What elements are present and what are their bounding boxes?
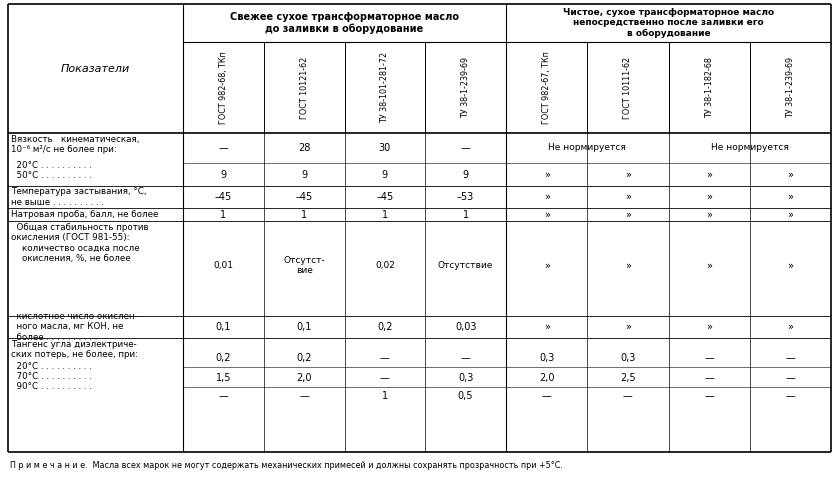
Text: —: —	[461, 143, 471, 153]
Text: 0,1: 0,1	[296, 322, 312, 332]
Text: —: —	[785, 353, 795, 363]
Text: ГОСТ 982-67, ТКп: ГОСТ 982-67, ТКп	[542, 51, 551, 124]
Text: »: »	[625, 261, 631, 270]
Text: 0,3: 0,3	[458, 373, 473, 383]
Text: 90°С . . . . . . . . . .: 90°С . . . . . . . . . .	[11, 382, 92, 391]
Text: Не нормируется: Не нормируется	[711, 144, 789, 152]
Text: 0,5: 0,5	[458, 391, 473, 401]
Text: ГОСТ 10111-62: ГОСТ 10111-62	[623, 56, 633, 118]
Text: 0,2: 0,2	[296, 353, 312, 363]
Text: »: »	[788, 261, 794, 270]
Text: –45: –45	[215, 192, 232, 202]
Text: »: »	[544, 322, 550, 332]
Text: »: »	[706, 209, 712, 220]
Text: кислотное число окислен-
  ного масла, мг КОН, не
  более . . . . . . . . . .: кислотное число окислен- ного масла, мг …	[11, 312, 138, 342]
Text: 1,5: 1,5	[216, 373, 231, 383]
Text: —: —	[542, 391, 551, 401]
Text: 20°С . . . . . . . . . .: 20°С . . . . . . . . . .	[11, 362, 92, 371]
Text: Отсутствие: Отсутствие	[438, 261, 493, 270]
Text: Показатели: Показатели	[61, 63, 130, 74]
Text: 0,02: 0,02	[375, 261, 395, 270]
Text: »: »	[625, 322, 631, 332]
Text: 9: 9	[462, 169, 469, 180]
Text: 2,5: 2,5	[620, 373, 636, 383]
Text: »: »	[625, 169, 631, 180]
Text: —: —	[300, 391, 309, 401]
Text: 2,0: 2,0	[296, 373, 312, 383]
Text: —: —	[704, 391, 714, 401]
Text: —: —	[623, 391, 633, 401]
Text: 28: 28	[298, 143, 310, 153]
Text: »: »	[706, 169, 712, 180]
Text: —: —	[218, 391, 228, 401]
Text: »: »	[788, 209, 794, 220]
Text: Не нормируется: Не нормируется	[549, 144, 626, 152]
Text: –45: –45	[376, 192, 393, 202]
Text: 0,2: 0,2	[216, 353, 231, 363]
Text: ГОСТ 10121-62: ГОСТ 10121-62	[300, 56, 309, 119]
Text: 2,0: 2,0	[539, 373, 555, 383]
Text: »: »	[706, 261, 712, 270]
Text: »: »	[544, 169, 550, 180]
Text: —: —	[380, 373, 390, 383]
Text: ГОСТ 982-68, ТКп: ГОСТ 982-68, ТКп	[219, 51, 228, 124]
Text: 1: 1	[301, 209, 307, 220]
Text: »: »	[544, 261, 550, 270]
Text: ТУ 38-1-239-69: ТУ 38-1-239-69	[461, 57, 470, 118]
Text: ТУ 38-1-182-68: ТУ 38-1-182-68	[705, 57, 714, 118]
Text: –53: –53	[457, 192, 474, 202]
Text: 0,03: 0,03	[455, 322, 477, 332]
Text: 20°С . . . . . . . . . .: 20°С . . . . . . . . . .	[11, 161, 92, 170]
Text: 0,3: 0,3	[539, 353, 555, 363]
Text: 9: 9	[382, 169, 388, 180]
Text: »: »	[788, 192, 794, 202]
Text: »: »	[706, 192, 712, 202]
Text: —: —	[461, 353, 471, 363]
Text: —: —	[704, 373, 714, 383]
Text: »: »	[544, 192, 550, 202]
Text: —: —	[785, 391, 795, 401]
Text: »: »	[788, 169, 794, 180]
Text: 1: 1	[221, 209, 227, 220]
Text: ТУ 38-101-281-72: ТУ 38-101-281-72	[380, 52, 389, 123]
Text: 0,2: 0,2	[377, 322, 393, 332]
Text: —: —	[218, 143, 228, 153]
Text: »: »	[625, 209, 631, 220]
Text: Вязкость   кинематическая,
10⁻⁶ м²/с не более при:: Вязкость кинематическая, 10⁻⁶ м²/с не бо…	[11, 135, 139, 154]
Text: 1: 1	[462, 209, 469, 220]
Text: 9: 9	[301, 169, 307, 180]
Text: »: »	[625, 192, 631, 202]
Text: 1: 1	[382, 391, 388, 401]
Text: П р и м е ч а н и е.  Масла всех марок не могут содержать механических примесей : П р и м е ч а н и е. Масла всех марок не…	[10, 461, 563, 469]
Text: 30: 30	[378, 143, 391, 153]
Text: Тангенс угла диэлектриче-
ских потерь, не более, при:: Тангенс угла диэлектриче- ских потерь, н…	[11, 340, 138, 359]
Text: —: —	[704, 353, 714, 363]
Text: »: »	[706, 322, 712, 332]
Text: 0,1: 0,1	[216, 322, 231, 332]
Text: —: —	[785, 373, 795, 383]
Text: 1: 1	[382, 209, 388, 220]
Text: »: »	[544, 209, 550, 220]
Text: Свежее сухое трансформаторное масло
до заливки в оборудование: Свежее сухое трансформаторное масло до з…	[230, 12, 459, 34]
Text: 0,3: 0,3	[620, 353, 636, 363]
Text: 70°С . . . . . . . . . .: 70°С . . . . . . . . . .	[11, 372, 92, 381]
Text: ТУ 38-1-239-69: ТУ 38-1-239-69	[786, 57, 795, 118]
Text: —: —	[380, 353, 390, 363]
Text: Чистое, сухое трансформаторное масло
непосредственно после заливки его
в оборудо: Чистое, сухое трансформаторное масло неп…	[563, 8, 774, 38]
Text: 0,01: 0,01	[213, 261, 233, 270]
Text: Общая стабильность против
окисления (ГОСТ 981-55):
    количество осадка после
 : Общая стабильность против окисления (ГОС…	[11, 223, 149, 263]
Text: Температура застывания, °С,
не выше . . . . . . . . . .: Температура застывания, °С, не выше . . …	[11, 187, 147, 206]
Text: Натровая проба, балл, не более: Натровая проба, балл, не более	[11, 210, 159, 219]
Text: »: »	[788, 322, 794, 332]
Text: Отсутст-
вие: Отсутст- вие	[284, 256, 325, 275]
Text: 50°С . . . . . . . . . .: 50°С . . . . . . . . . .	[11, 171, 92, 180]
Text: 9: 9	[221, 169, 227, 180]
Text: –45: –45	[295, 192, 313, 202]
